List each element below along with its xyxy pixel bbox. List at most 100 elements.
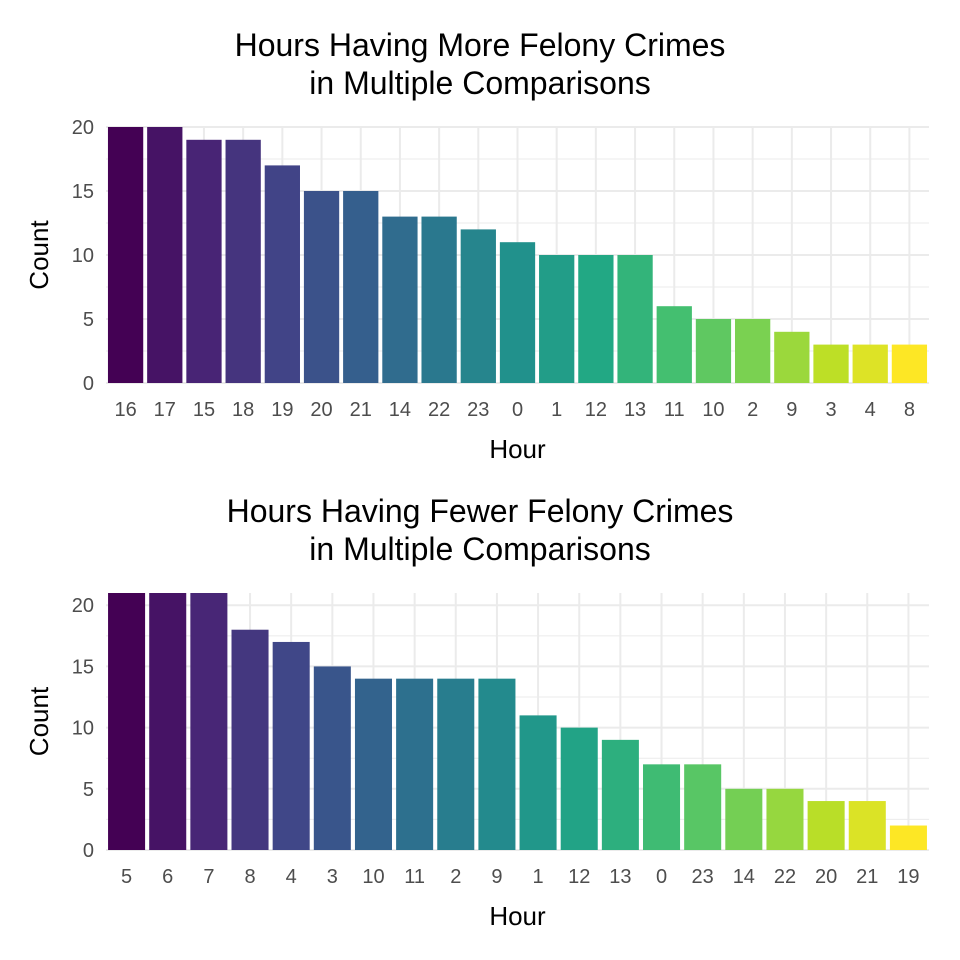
- chart-title-line1: Hours Having Fewer Felony Crimes: [226, 493, 734, 529]
- bar: [107, 127, 144, 383]
- y-tick-labels: 0 5 10 15 20: [72, 595, 94, 862]
- x-tick-label: 20: [310, 399, 332, 421]
- x-tick-labels: 16 17 15 18 19 20 21 14 22 23 0 1 12 13 11 10 2 9 3 4 8: [114, 399, 914, 421]
- x-axis-title: Hour: [489, 901, 546, 931]
- bar: [656, 306, 692, 383]
- bar: [499, 242, 536, 383]
- x-tick-label: 8: [244, 866, 255, 888]
- y-tick-label: 0: [83, 373, 94, 395]
- x-axis-title: Hour: [489, 434, 546, 464]
- bar: [735, 319, 771, 383]
- bars: [107, 127, 928, 383]
- y-tick-label: 20: [72, 117, 94, 139]
- bar: [313, 666, 351, 850]
- bar: [813, 344, 849, 383]
- x-tick-label: 22: [774, 866, 796, 888]
- x-tick-label: 21: [350, 399, 372, 421]
- bar: [601, 739, 639, 850]
- bar: [889, 825, 927, 850]
- chart-title-line2: in Multiple Comparisons: [309, 65, 651, 101]
- chart-title: Hours Having Fewer Felony Crimes in Mult…: [0, 492, 960, 568]
- x-tick-label: 0: [656, 866, 667, 888]
- bar: [891, 344, 928, 383]
- y-tick-labels: 0 5 10 15 20: [72, 117, 94, 395]
- x-tick-label: 13: [609, 866, 631, 888]
- x-tick-label: 0: [512, 399, 523, 421]
- bar: [190, 593, 228, 850]
- x-tick-label: 4: [865, 399, 876, 421]
- bar: [807, 801, 845, 850]
- x-tick-label: 13: [624, 399, 646, 421]
- chart-title-line2: in Multiple Comparisons: [309, 531, 651, 567]
- y-tick-label: 10: [72, 245, 94, 267]
- bar: [343, 191, 379, 383]
- x-tick-label: 23: [692, 866, 714, 888]
- x-tick-label: 14: [733, 866, 755, 888]
- x-tick-label: 23: [467, 399, 489, 421]
- bar: [617, 255, 653, 383]
- bar-chart-svg: 0 5 10 15 20 16 17 15 18 19 20 21 14 22 23 0 1 12 13 11 10 2 9…: [24, 117, 929, 464]
- bar: [108, 593, 146, 850]
- x-tick-label: 4: [286, 866, 297, 888]
- x-tick-label: 19: [271, 399, 293, 421]
- bar: [303, 191, 340, 383]
- x-tick-label: 18: [232, 399, 254, 421]
- x-tick-labels: 5 6 7 8 4 3 10 11 2 9 1 12 13 0 23 14 22 20 21 19: [121, 866, 920, 888]
- x-tick-label: 10: [702, 399, 724, 421]
- x-tick-label: 12: [585, 399, 607, 421]
- x-tick-label: 3: [825, 399, 836, 421]
- bar: [848, 801, 886, 850]
- bar: [478, 678, 516, 850]
- x-tick-label: 16: [114, 399, 136, 421]
- x-tick-label: 1: [533, 866, 544, 888]
- bar: [382, 216, 418, 383]
- bar: [725, 788, 763, 850]
- x-tick-label: 2: [450, 866, 461, 888]
- bar: [695, 319, 732, 383]
- chart-fewer-felony: Hours Having Fewer Felony Crimes in Mult…: [0, 480, 960, 960]
- y-tick-label: 5: [83, 779, 94, 801]
- bar: [766, 788, 804, 850]
- x-tick-label: 8: [904, 399, 915, 421]
- y-tick-label: 15: [72, 656, 94, 678]
- bar: [578, 255, 614, 383]
- x-tick-label: 2: [747, 399, 758, 421]
- chart-title: Hours Having More Felony Crimes in Multi…: [0, 26, 960, 102]
- x-tick-label: 3: [327, 866, 338, 888]
- bar: [560, 727, 598, 850]
- y-axis-title: Count: [24, 686, 54, 756]
- bar: [354, 678, 392, 850]
- y-tick-label: 15: [72, 181, 94, 203]
- x-tick-label: 9: [786, 399, 797, 421]
- bar: [519, 715, 557, 850]
- x-tick-label: 15: [193, 399, 215, 421]
- bar: [231, 629, 269, 850]
- x-tick-label: 19: [897, 866, 919, 888]
- bar: [460, 229, 496, 383]
- bar: [684, 764, 722, 850]
- x-tick-label: 21: [856, 866, 878, 888]
- chart-more-felony: Hours Having More Felony Crimes in Multi…: [0, 26, 960, 464]
- bar: [643, 764, 681, 850]
- y-tick-label: 20: [72, 595, 94, 617]
- bar: [421, 216, 457, 383]
- x-tick-label: 22: [428, 399, 450, 421]
- x-tick-label: 9: [491, 866, 502, 888]
- grid: [106, 593, 929, 851]
- bar: [774, 331, 810, 383]
- x-tick-label: 1: [551, 399, 562, 421]
- bar: [396, 678, 434, 850]
- bar: [186, 139, 222, 383]
- chart-title-line1: Hours Having More Felony Crimes: [234, 27, 726, 63]
- bar: [437, 678, 475, 850]
- x-tick-label: 10: [362, 866, 384, 888]
- x-tick-label: 11: [664, 399, 685, 421]
- x-tick-label: 14: [389, 399, 411, 421]
- x-tick-label: 6: [162, 866, 173, 888]
- x-tick-label: 12: [568, 866, 590, 888]
- y-axis-title: Count: [24, 220, 54, 290]
- y-tick-label: 0: [83, 840, 94, 862]
- bar: [852, 344, 888, 383]
- x-tick-label: 5: [121, 866, 132, 888]
